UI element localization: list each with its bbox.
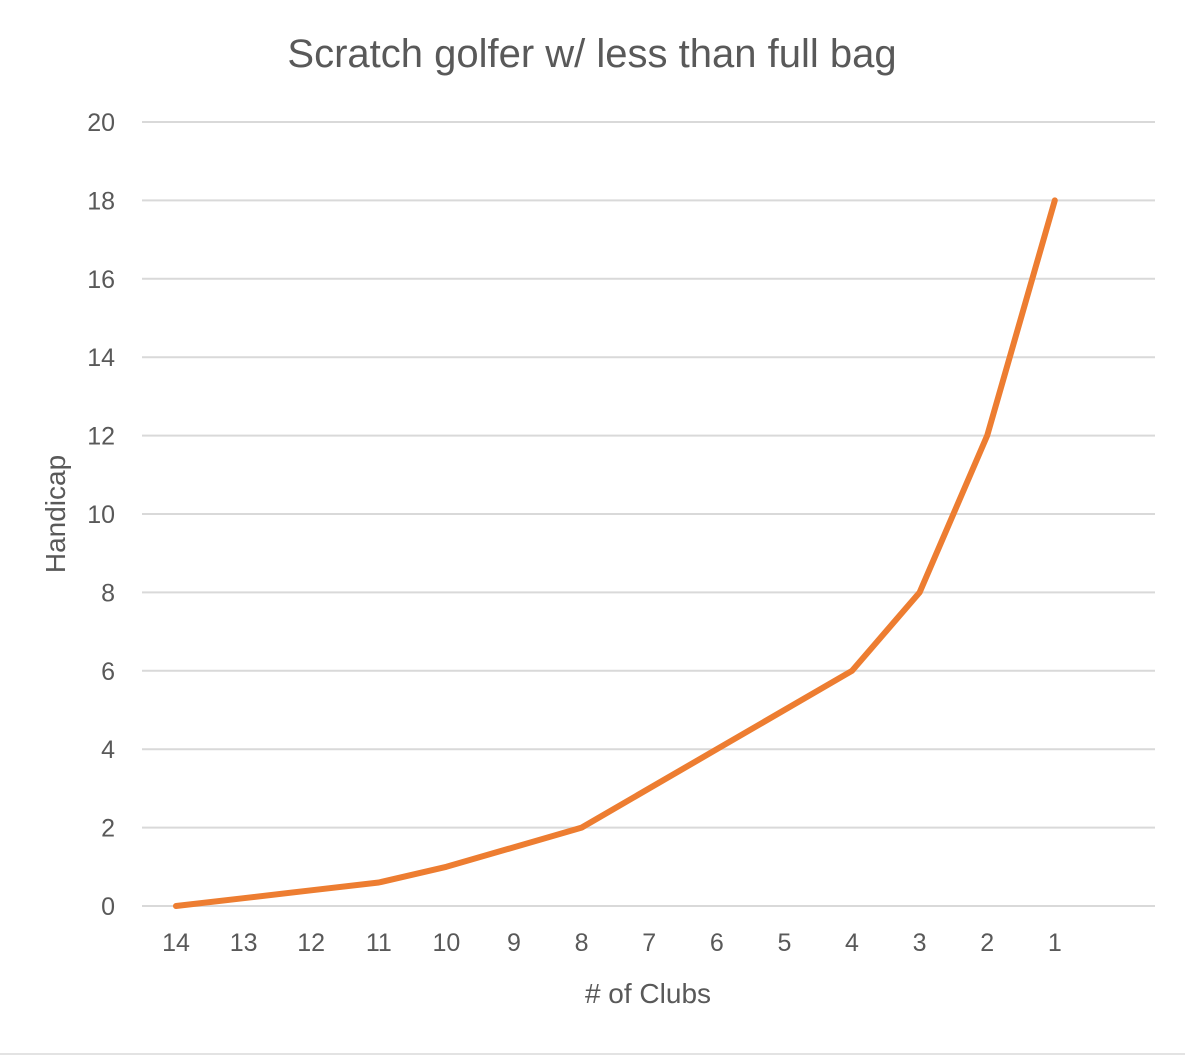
gridlines xyxy=(142,121,1155,907)
y-axis-ticks: 0 2 4 6 8 10 12 14 16 18 20 xyxy=(87,109,115,921)
x-tick-label: 11 xyxy=(366,929,392,957)
y-tick-label: 14 xyxy=(87,344,115,372)
y-tick-label: 2 xyxy=(101,815,115,843)
x-tick-label: 4 xyxy=(845,929,859,957)
y-tick-label: 0 xyxy=(101,893,115,921)
x-tick-label: 6 xyxy=(710,929,724,957)
x-tick-label: 9 xyxy=(507,929,521,957)
y-tick-label: 4 xyxy=(101,736,115,764)
x-tick-label: 3 xyxy=(913,929,927,957)
y-tick-label: 6 xyxy=(101,658,115,686)
x-tick-label: 14 xyxy=(162,929,190,957)
x-tick-label: 5 xyxy=(777,929,791,957)
x-tick-label: 7 xyxy=(642,929,656,957)
x-axis-ticks: 14 13 12 11 10 9 8 7 6 5 4 3 2 1 xyxy=(162,929,1062,957)
x-tick-label: 13 xyxy=(230,929,258,957)
y-tick-label: 8 xyxy=(101,579,115,607)
y-tick-label: 12 xyxy=(87,423,115,451)
series xyxy=(173,197,1058,909)
y-axis-label: Handicap xyxy=(40,455,71,573)
chart-title: Scratch golfer w/ less than full bag xyxy=(287,32,896,76)
x-tick-label: 2 xyxy=(980,929,994,957)
y-tick-label: 10 xyxy=(87,501,115,529)
x-tick-label: 10 xyxy=(432,929,460,957)
y-tick-label: 20 xyxy=(87,109,115,137)
x-tick-label: 1 xyxy=(1048,929,1062,957)
x-tick-label: 12 xyxy=(297,929,325,957)
x-axis-label: # of Clubs xyxy=(585,978,711,1009)
y-tick-label: 18 xyxy=(87,187,115,215)
x-tick-label: 8 xyxy=(575,929,589,957)
series-line xyxy=(173,197,1058,909)
y-tick-label: 16 xyxy=(87,266,115,294)
